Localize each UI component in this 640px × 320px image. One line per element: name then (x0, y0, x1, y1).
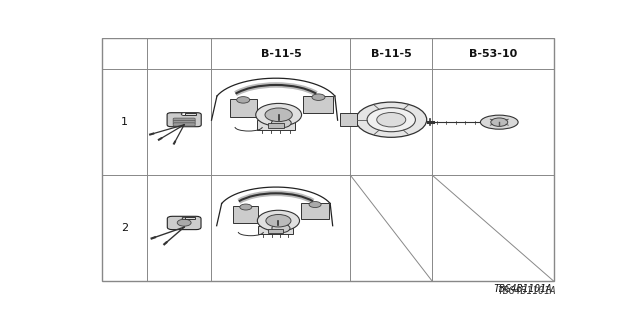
Bar (233, 206, 259, 223)
Bar (230, 99, 257, 117)
Circle shape (377, 113, 406, 127)
Bar (186, 113, 196, 115)
Ellipse shape (481, 115, 518, 129)
Circle shape (312, 94, 325, 100)
FancyBboxPatch shape (173, 118, 195, 121)
Circle shape (367, 108, 415, 132)
Circle shape (257, 210, 300, 231)
Circle shape (182, 217, 186, 219)
Circle shape (272, 224, 290, 233)
Text: TBG4B1101A: TBG4B1101A (493, 284, 552, 293)
Circle shape (356, 102, 427, 137)
Bar (301, 203, 328, 220)
FancyBboxPatch shape (173, 120, 195, 124)
Bar (259, 226, 294, 235)
Bar (268, 124, 284, 128)
FancyBboxPatch shape (167, 113, 201, 127)
Bar (257, 120, 295, 130)
Bar (268, 229, 284, 233)
Circle shape (266, 214, 291, 227)
Text: B-11-5: B-11-5 (260, 49, 301, 59)
Text: B-11-5: B-11-5 (371, 49, 412, 59)
FancyBboxPatch shape (167, 216, 201, 230)
Circle shape (237, 97, 250, 103)
Circle shape (177, 219, 191, 226)
FancyBboxPatch shape (173, 123, 195, 126)
Text: 2: 2 (121, 223, 128, 233)
Text: B-53-10: B-53-10 (468, 49, 517, 59)
Circle shape (271, 118, 291, 128)
Circle shape (265, 108, 292, 122)
Text: TBG4B1101A: TBG4B1101A (497, 286, 556, 296)
Circle shape (256, 103, 301, 126)
Bar (185, 217, 195, 219)
Bar (303, 96, 333, 113)
Bar (340, 113, 357, 126)
Circle shape (309, 202, 321, 208)
Text: 1: 1 (121, 117, 128, 127)
Circle shape (240, 204, 252, 210)
Circle shape (181, 113, 187, 116)
Circle shape (491, 118, 508, 126)
